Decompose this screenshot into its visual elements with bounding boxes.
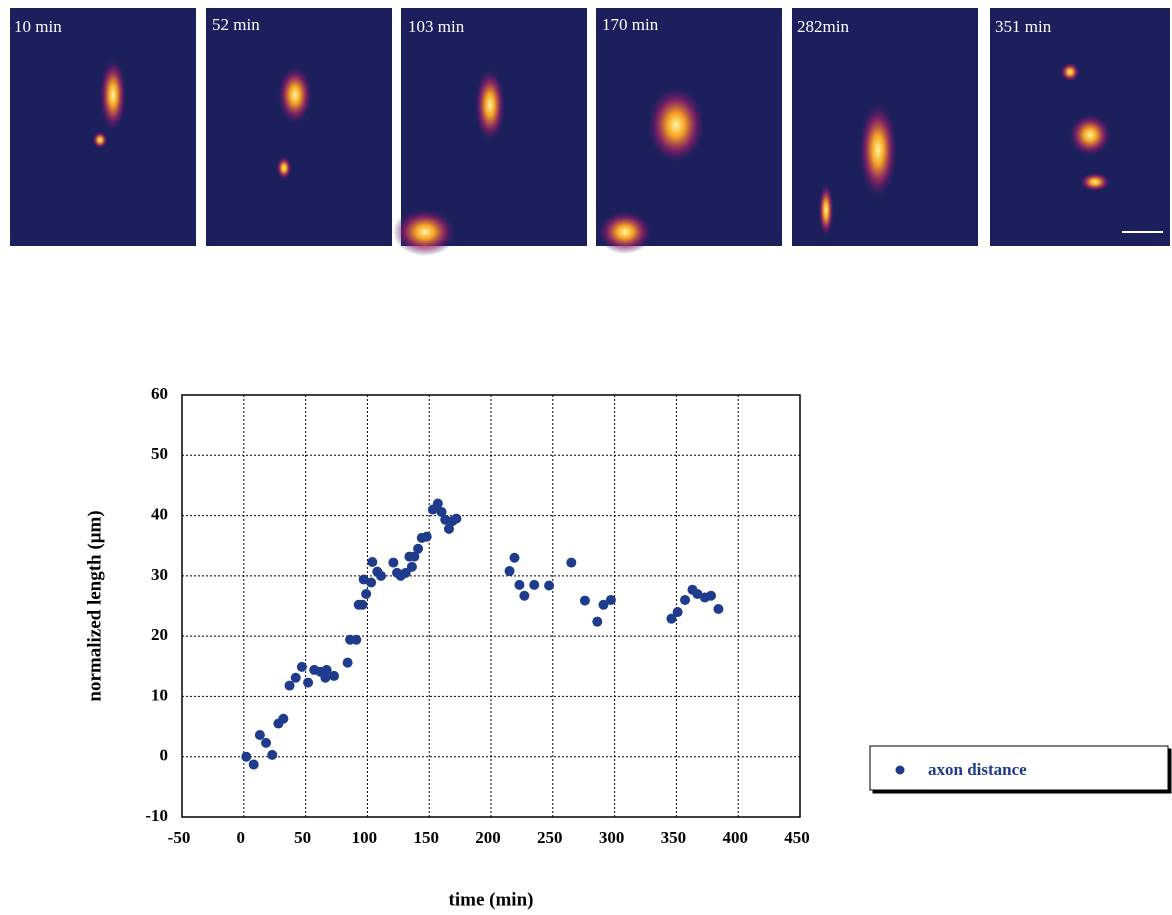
panel-label: 10 min <box>14 17 62 36</box>
data-point <box>509 552 520 563</box>
data-point <box>284 680 295 691</box>
y-tick-label: 50 <box>151 444 168 463</box>
data-point <box>605 594 616 605</box>
plot-area <box>182 395 800 817</box>
data-point <box>406 561 417 572</box>
data-point <box>680 594 691 605</box>
data-point <box>366 577 377 588</box>
data-point <box>440 514 451 525</box>
panel-label: 52 min <box>212 15 260 34</box>
x-tick-label: 200 <box>475 828 501 847</box>
data-point <box>692 588 703 599</box>
data-point <box>409 551 420 562</box>
y-tick-label: 60 <box>151 384 168 403</box>
legend-marker <box>895 765 905 775</box>
data-point <box>254 730 265 741</box>
data-point <box>342 657 353 668</box>
data-point <box>579 595 590 606</box>
data-point <box>436 506 447 517</box>
data-point <box>519 590 530 601</box>
y-axis-label: normalized length (μm) <box>84 510 105 701</box>
x-axis-label: time (min) <box>449 889 534 910</box>
micrographs: 10 min 52 min 103 min 170 min 282min 351… <box>10 8 1170 256</box>
data-point <box>592 616 603 627</box>
x-tick-label: 300 <box>599 828 625 847</box>
data-point <box>351 634 362 645</box>
y-tick-label: 10 <box>151 685 168 704</box>
panel <box>206 8 392 246</box>
panel-label: 103 min <box>408 17 465 36</box>
y-tick-label: 20 <box>151 625 168 644</box>
data-point <box>320 672 331 683</box>
data-point <box>713 604 724 615</box>
data-point <box>321 664 332 675</box>
data-point <box>529 579 540 590</box>
data-point <box>421 531 432 542</box>
data-point <box>598 599 609 610</box>
x-tick-label: 50 <box>294 828 311 847</box>
data-point <box>375 570 386 581</box>
panel <box>10 8 196 246</box>
legend-label: axon distance <box>928 760 1027 779</box>
data-point <box>566 557 577 568</box>
panel-label: 170 min <box>602 15 659 34</box>
y-tick-label: 40 <box>151 504 168 523</box>
data-point <box>400 567 411 578</box>
y-tick-label: -10 <box>145 806 168 825</box>
data-point <box>544 580 555 591</box>
data-point <box>329 670 340 681</box>
data-point <box>504 566 515 577</box>
legend: axon distance <box>869 745 1169 791</box>
data-point <box>388 557 399 568</box>
y-tick-label: 0 <box>160 746 169 765</box>
data-point <box>451 513 462 524</box>
data-point <box>248 759 259 770</box>
x-tick-label: -50 <box>168 828 191 847</box>
data-point <box>361 588 372 599</box>
panel-label: 351 min <box>995 17 1052 36</box>
data-point <box>296 661 307 672</box>
data-point <box>367 556 378 567</box>
data-point <box>303 677 314 688</box>
x-tick-label: 350 <box>661 828 687 847</box>
data-point <box>706 590 717 601</box>
x-tick-label: 400 <box>722 828 748 847</box>
data-point <box>241 751 252 762</box>
plot-border <box>181 394 801 818</box>
data-point <box>443 523 454 534</box>
data-point <box>413 543 424 554</box>
y-tick-label: 30 <box>151 565 168 584</box>
panel-label: 282min <box>797 17 849 36</box>
data-point <box>672 607 683 618</box>
x-tick-label: 150 <box>413 828 439 847</box>
data-point <box>290 672 301 683</box>
data-point <box>357 599 368 610</box>
data-point <box>432 498 443 509</box>
x-tick-label: 100 <box>352 828 378 847</box>
x-tick-label: 250 <box>537 828 563 847</box>
x-tick-label: 0 <box>237 828 246 847</box>
data-point <box>514 579 525 590</box>
data-point <box>267 749 278 760</box>
data-point <box>278 713 289 724</box>
data-point <box>261 737 272 748</box>
data-point <box>666 613 677 624</box>
legend-box <box>869 745 1169 791</box>
x-tick-label: 450 <box>784 828 810 847</box>
